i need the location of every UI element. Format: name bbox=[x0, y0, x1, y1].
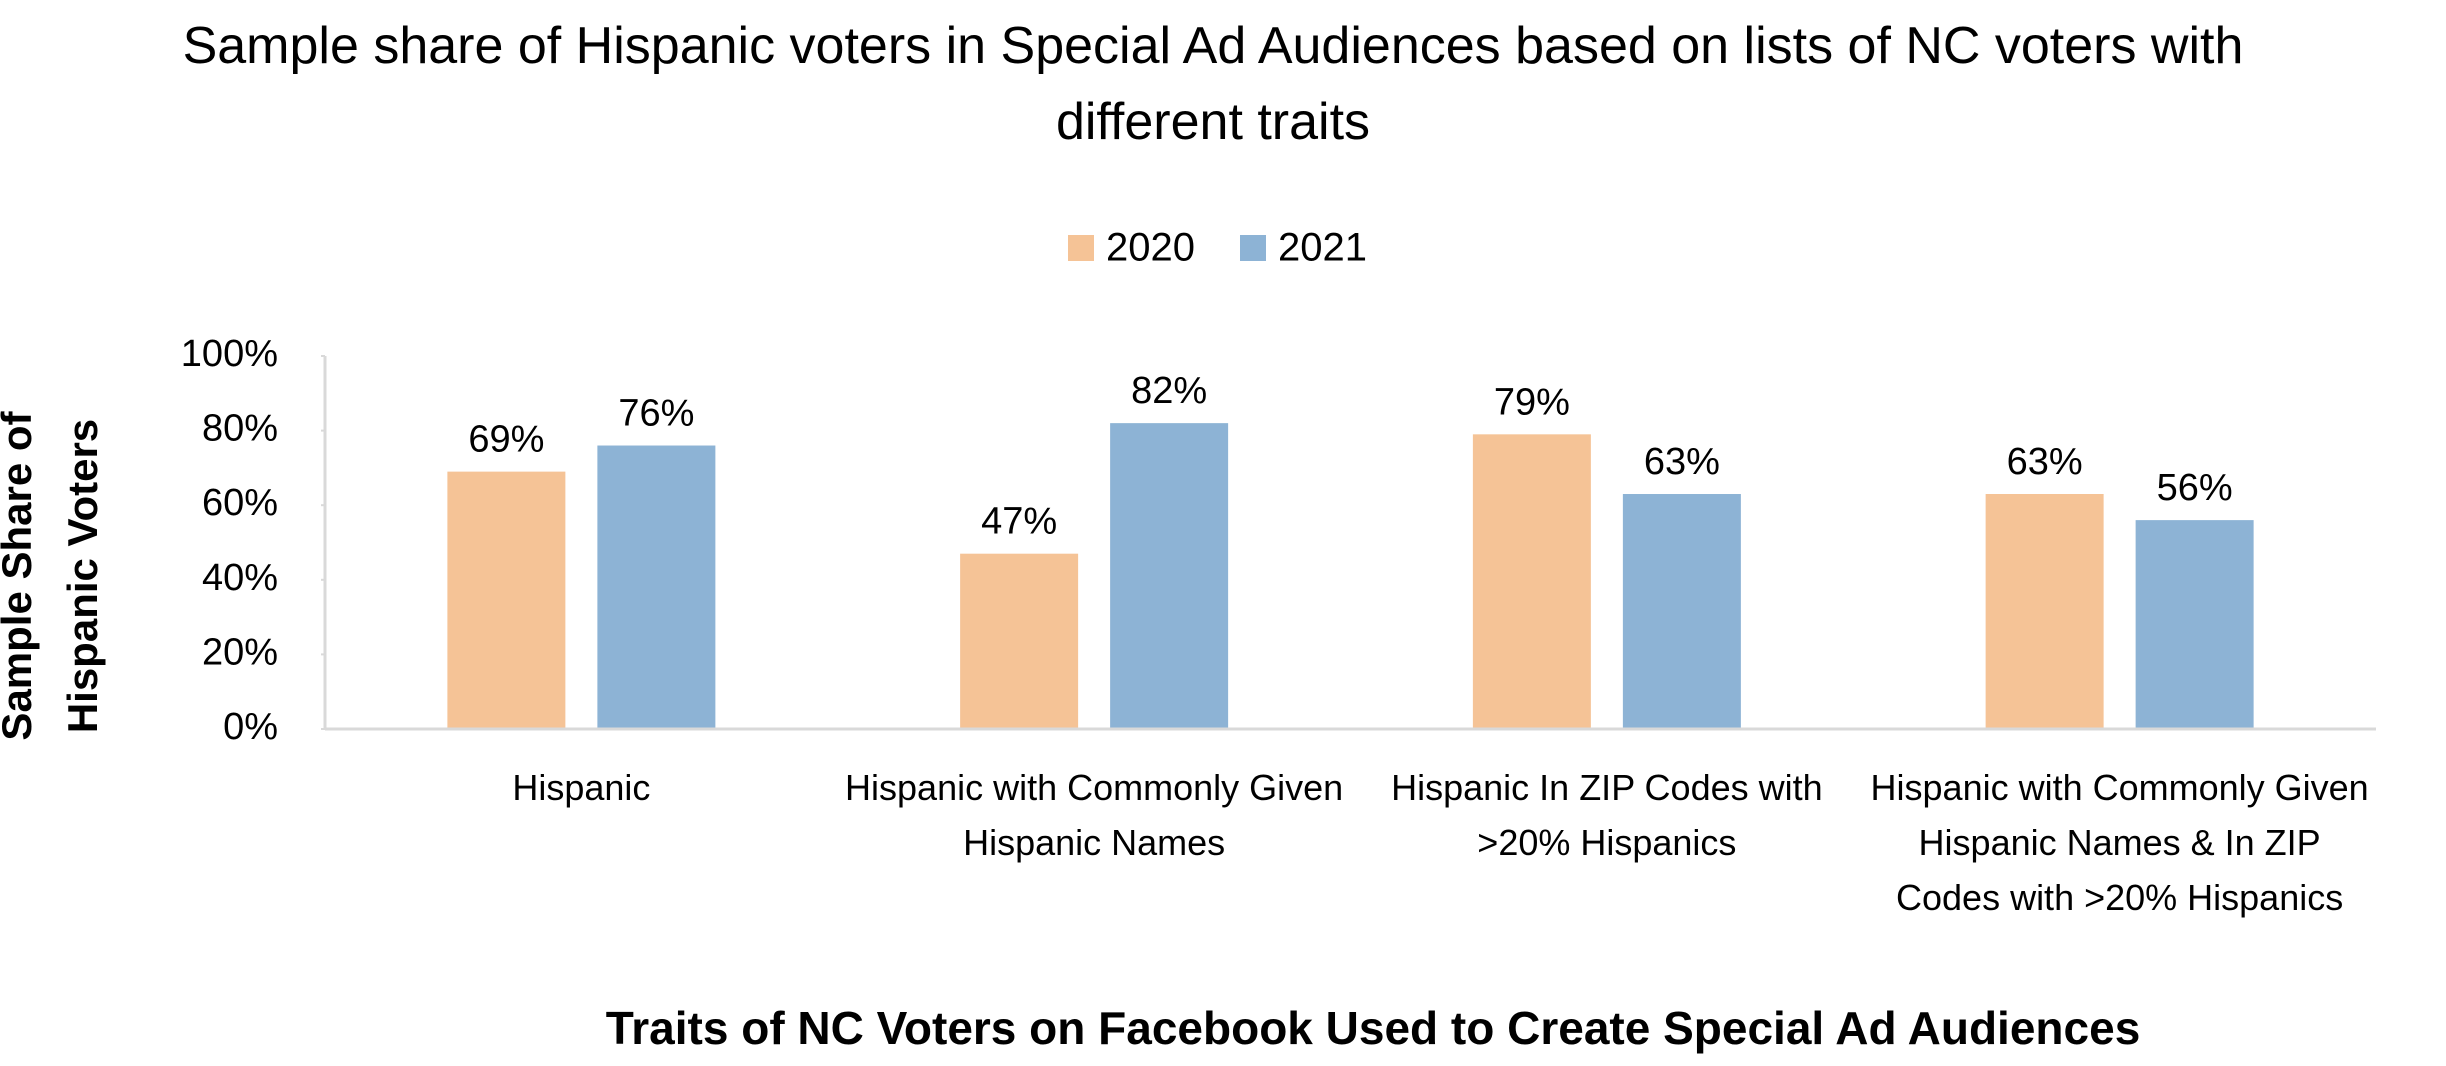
value-label: 63% bbox=[1644, 441, 1720, 483]
x-tick-label: Hispanic In ZIP Codes with >20% Hispanic… bbox=[1391, 767, 1823, 863]
legend-swatch bbox=[1068, 235, 1094, 261]
value-label: 47% bbox=[981, 501, 1057, 543]
value-label: 56% bbox=[2157, 467, 2233, 509]
bar bbox=[447, 471, 566, 729]
value-label: 76% bbox=[618, 393, 694, 435]
bar bbox=[597, 445, 716, 729]
y-tick-label: 100% bbox=[181, 333, 278, 375]
y-tick-label: 40% bbox=[202, 557, 278, 599]
x-tick-label: Hispanic with Commonly Given Hispanic Na… bbox=[845, 767, 1344, 863]
y-tick-label: 60% bbox=[202, 482, 278, 524]
legend-label: 2021 bbox=[1278, 226, 1367, 270]
x-axis-label: Traits of NC Voters on Facebook Used to … bbox=[605, 1002, 2141, 1054]
legend-swatch bbox=[1240, 235, 1266, 261]
bar bbox=[1472, 434, 1591, 729]
value-label: 79% bbox=[1494, 381, 1570, 423]
bar bbox=[960, 553, 1079, 729]
legend-label: 2020 bbox=[1106, 226, 1195, 270]
x-tick-label: Hispanic with Commonly Given Hispanic Na… bbox=[1870, 767, 2369, 918]
x-tick-label: Hispanic bbox=[512, 767, 651, 808]
y-tick-label: 80% bbox=[202, 408, 278, 450]
bar bbox=[1622, 494, 1741, 729]
y-tick-label: 20% bbox=[202, 631, 278, 673]
bar bbox=[1110, 423, 1229, 729]
bar bbox=[1985, 494, 2104, 729]
chart-title: Sample share of Hispanic voters in Speci… bbox=[182, 17, 2244, 151]
y-tick-label: 0% bbox=[223, 706, 278, 748]
value-label: 63% bbox=[2007, 441, 2083, 483]
value-label: 69% bbox=[468, 419, 544, 461]
bar bbox=[2135, 520, 2254, 729]
value-label: 82% bbox=[1131, 370, 1207, 412]
